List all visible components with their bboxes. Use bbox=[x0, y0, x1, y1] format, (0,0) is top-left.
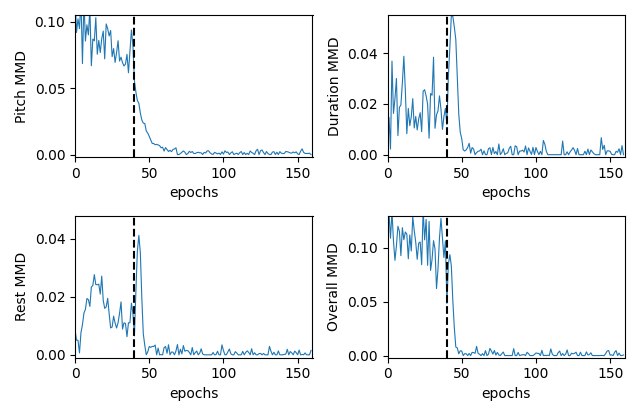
X-axis label: epochs: epochs bbox=[481, 387, 531, 401]
X-axis label: epochs: epochs bbox=[481, 186, 531, 201]
Y-axis label: Rest MMD: Rest MMD bbox=[15, 252, 29, 321]
Y-axis label: Pitch MMD: Pitch MMD bbox=[15, 50, 29, 123]
Y-axis label: Duration MMD: Duration MMD bbox=[328, 36, 342, 136]
X-axis label: epochs: epochs bbox=[169, 186, 218, 201]
Y-axis label: Overall MMD: Overall MMD bbox=[328, 242, 342, 331]
X-axis label: epochs: epochs bbox=[169, 387, 218, 401]
